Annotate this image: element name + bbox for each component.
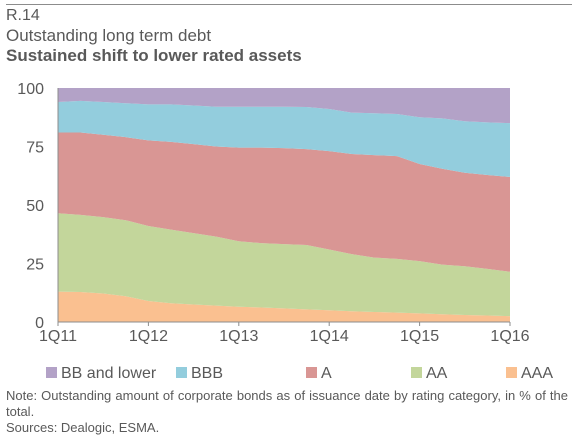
- chart-subtitle: Outstanding long term debt: [6, 26, 212, 45]
- legend-swatch-bb-and-lower: [46, 367, 57, 378]
- area-aaa: [58, 291, 510, 322]
- legend-label-a: A: [321, 365, 332, 382]
- legend-swatch-bbb: [176, 367, 187, 378]
- y-axis: 0 25 50 75 100: [17, 81, 59, 332]
- x-axis: 1Q11 1Q12 1Q13 1Q14 1Q15 1Q16: [39, 321, 530, 345]
- area-aa: [58, 213, 510, 317]
- chart-title: Sustained shift to lower rated assets: [6, 46, 302, 65]
- chart-sources: Sources: Dealogic, ESMA.: [6, 420, 160, 435]
- x-tick-label: 1Q12: [129, 328, 168, 345]
- y-tick-label: 50: [26, 198, 44, 215]
- x-tick-label: 1Q13: [219, 328, 258, 345]
- chart-note: Note: Outstanding amount of corporate bo…: [6, 388, 568, 419]
- area-chart: 0 25 50 75 100 1Q11 1Q12 1Q13 1Q14 1Q15 1Q16 BB a…: [17, 81, 553, 382]
- x-tick-label: 1Q14: [310, 328, 349, 345]
- legend-label-aa: AA: [426, 365, 448, 382]
- y-tick-label: 0: [35, 315, 44, 332]
- y-tick-label: 25: [26, 257, 44, 274]
- top-rule: [6, 4, 572, 5]
- legend-label-bb-and-lower: BB and lower: [61, 365, 157, 382]
- y-tick-label: 100: [17, 81, 44, 98]
- area-layers: [58, 88, 510, 322]
- area-a: [58, 132, 510, 272]
- legend-swatch-aaa: [506, 367, 517, 378]
- x-tick-label: 1Q11: [39, 328, 77, 345]
- x-tick-label: 1Q15: [400, 328, 439, 345]
- legend-label-aaa: AAA: [521, 365, 553, 382]
- x-tick-label: 1Q16: [490, 328, 529, 345]
- legend: BB and lower BBB A AA AAA: [46, 365, 553, 382]
- legend-label-bbb: BBB: [191, 365, 223, 382]
- figure-number: R.14: [6, 7, 40, 24]
- legend-swatch-a: [306, 367, 317, 378]
- area-bbb: [58, 100, 510, 177]
- legend-swatch-aa: [411, 367, 422, 378]
- area-bb-and-lower: [58, 88, 510, 124]
- y-tick-label: 75: [26, 140, 44, 157]
